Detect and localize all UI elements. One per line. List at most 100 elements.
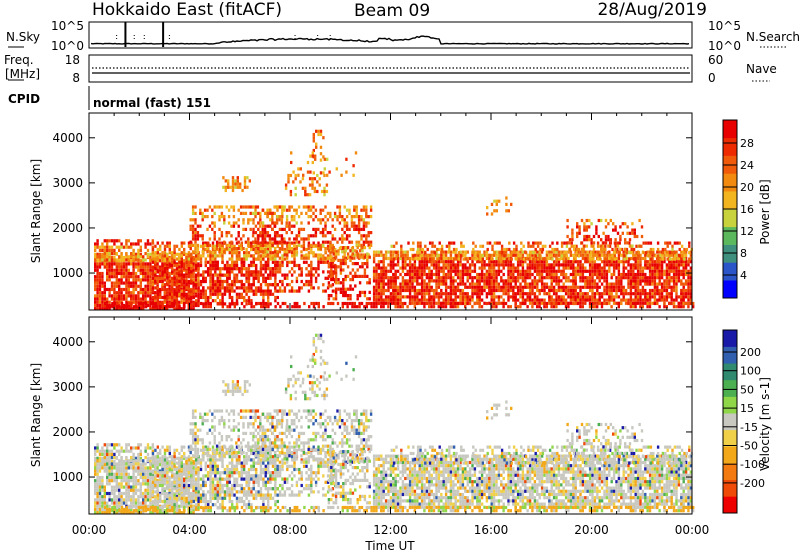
echo-cell	[542, 245, 544, 248]
echo-cell	[324, 250, 326, 253]
echo-cell	[205, 280, 207, 283]
echo-cell	[144, 246, 146, 249]
echo-cell	[614, 254, 616, 257]
echo-cell	[247, 221, 249, 224]
echo-cell	[656, 273, 658, 276]
echo-cell	[572, 295, 574, 298]
noise-tick-top-left: 10^5	[51, 19, 84, 33]
echo-cell	[195, 283, 197, 286]
echo-cell	[687, 276, 689, 279]
echo-cell	[414, 267, 416, 270]
echo-cell	[654, 270, 656, 273]
echo-cell	[366, 265, 368, 268]
echo-cell	[202, 277, 204, 280]
echo-cell	[644, 267, 646, 270]
echo-cell	[428, 289, 430, 292]
echo-cell	[426, 263, 428, 266]
echo-cell	[222, 176, 224, 179]
echo-cell	[656, 299, 658, 302]
echo-cell	[116, 305, 118, 308]
echo-cell	[572, 279, 574, 282]
echo-cell	[259, 215, 261, 218]
echo-cell	[380, 279, 382, 282]
echo-cell	[532, 251, 534, 254]
echo-cell	[147, 242, 149, 245]
echo-cell	[553, 263, 555, 266]
echo-cell	[683, 267, 685, 270]
echo-cell	[515, 279, 517, 282]
echo-cell	[678, 263, 680, 266]
echo-cell	[380, 260, 382, 263]
echo-cell	[312, 253, 314, 256]
echo-cell	[154, 251, 156, 254]
echo-cell	[209, 205, 211, 208]
echo-cell	[584, 283, 586, 286]
echo-cell	[260, 250, 262, 253]
echo-cell	[281, 247, 283, 250]
echo-cell	[214, 254, 216, 257]
echo-cell	[651, 283, 653, 286]
echo-cell	[532, 245, 534, 248]
echo-cell	[239, 183, 241, 186]
echo-cell	[345, 158, 347, 161]
echo-cell	[510, 279, 512, 282]
echo-cell	[300, 221, 302, 224]
echo-cell	[130, 262, 132, 265]
echo-cell	[494, 251, 496, 254]
echo-cell	[566, 254, 568, 257]
echo-cell	[347, 294, 349, 297]
echo-cell	[171, 305, 173, 308]
echo-cell	[668, 279, 670, 282]
echo-cell	[156, 262, 158, 265]
echo-cell	[192, 244, 194, 247]
echo-cell	[212, 251, 214, 254]
echo-cell	[419, 299, 421, 302]
echo-cell	[630, 286, 632, 289]
echo-cell	[237, 176, 239, 179]
echo-cell	[385, 289, 387, 292]
echo-cell	[234, 179, 236, 182]
echo-cell	[559, 258, 561, 261]
echo-cell	[281, 283, 283, 286]
echo-cell	[435, 276, 437, 279]
freq-tick-top: 18	[65, 53, 80, 67]
echo-cell	[238, 267, 240, 270]
echo-cell	[118, 239, 120, 242]
echo-cell	[517, 267, 519, 270]
echo-cell	[529, 283, 531, 286]
echo-cell	[438, 286, 440, 289]
echo-cell	[259, 218, 261, 221]
echo-cell	[335, 275, 337, 278]
echo-cell	[308, 244, 310, 247]
echo-cell	[226, 205, 228, 208]
echo-cell	[443, 257, 445, 260]
echo-cell	[214, 237, 216, 240]
echo-cell	[116, 278, 118, 281]
echo-cell	[363, 234, 365, 237]
echo-cell	[342, 246, 344, 249]
echo-cell	[515, 245, 517, 248]
echo-cell	[192, 237, 194, 240]
echo-cell	[188, 251, 190, 254]
echo-cell	[524, 276, 526, 279]
echo-cell	[629, 245, 631, 248]
echo-cell	[493, 295, 495, 298]
echo-cell	[572, 267, 574, 270]
echo-cell	[428, 273, 430, 276]
echo-cell	[315, 228, 317, 231]
echo-cell	[599, 286, 601, 289]
echo-cell	[589, 295, 591, 298]
echo-cell	[589, 267, 591, 270]
echo-cell	[519, 286, 521, 289]
echo-cell	[262, 237, 264, 240]
echo-cell	[161, 251, 163, 254]
echo-cell	[591, 283, 593, 286]
echo-cell	[305, 237, 307, 240]
echo-cell	[279, 257, 281, 260]
echo-cell	[197, 296, 199, 299]
echo-cell	[298, 286, 300, 289]
echo-cell	[209, 267, 211, 270]
echo-cell	[197, 293, 199, 296]
echo-cell	[587, 283, 589, 286]
echo-cell	[375, 254, 377, 257]
